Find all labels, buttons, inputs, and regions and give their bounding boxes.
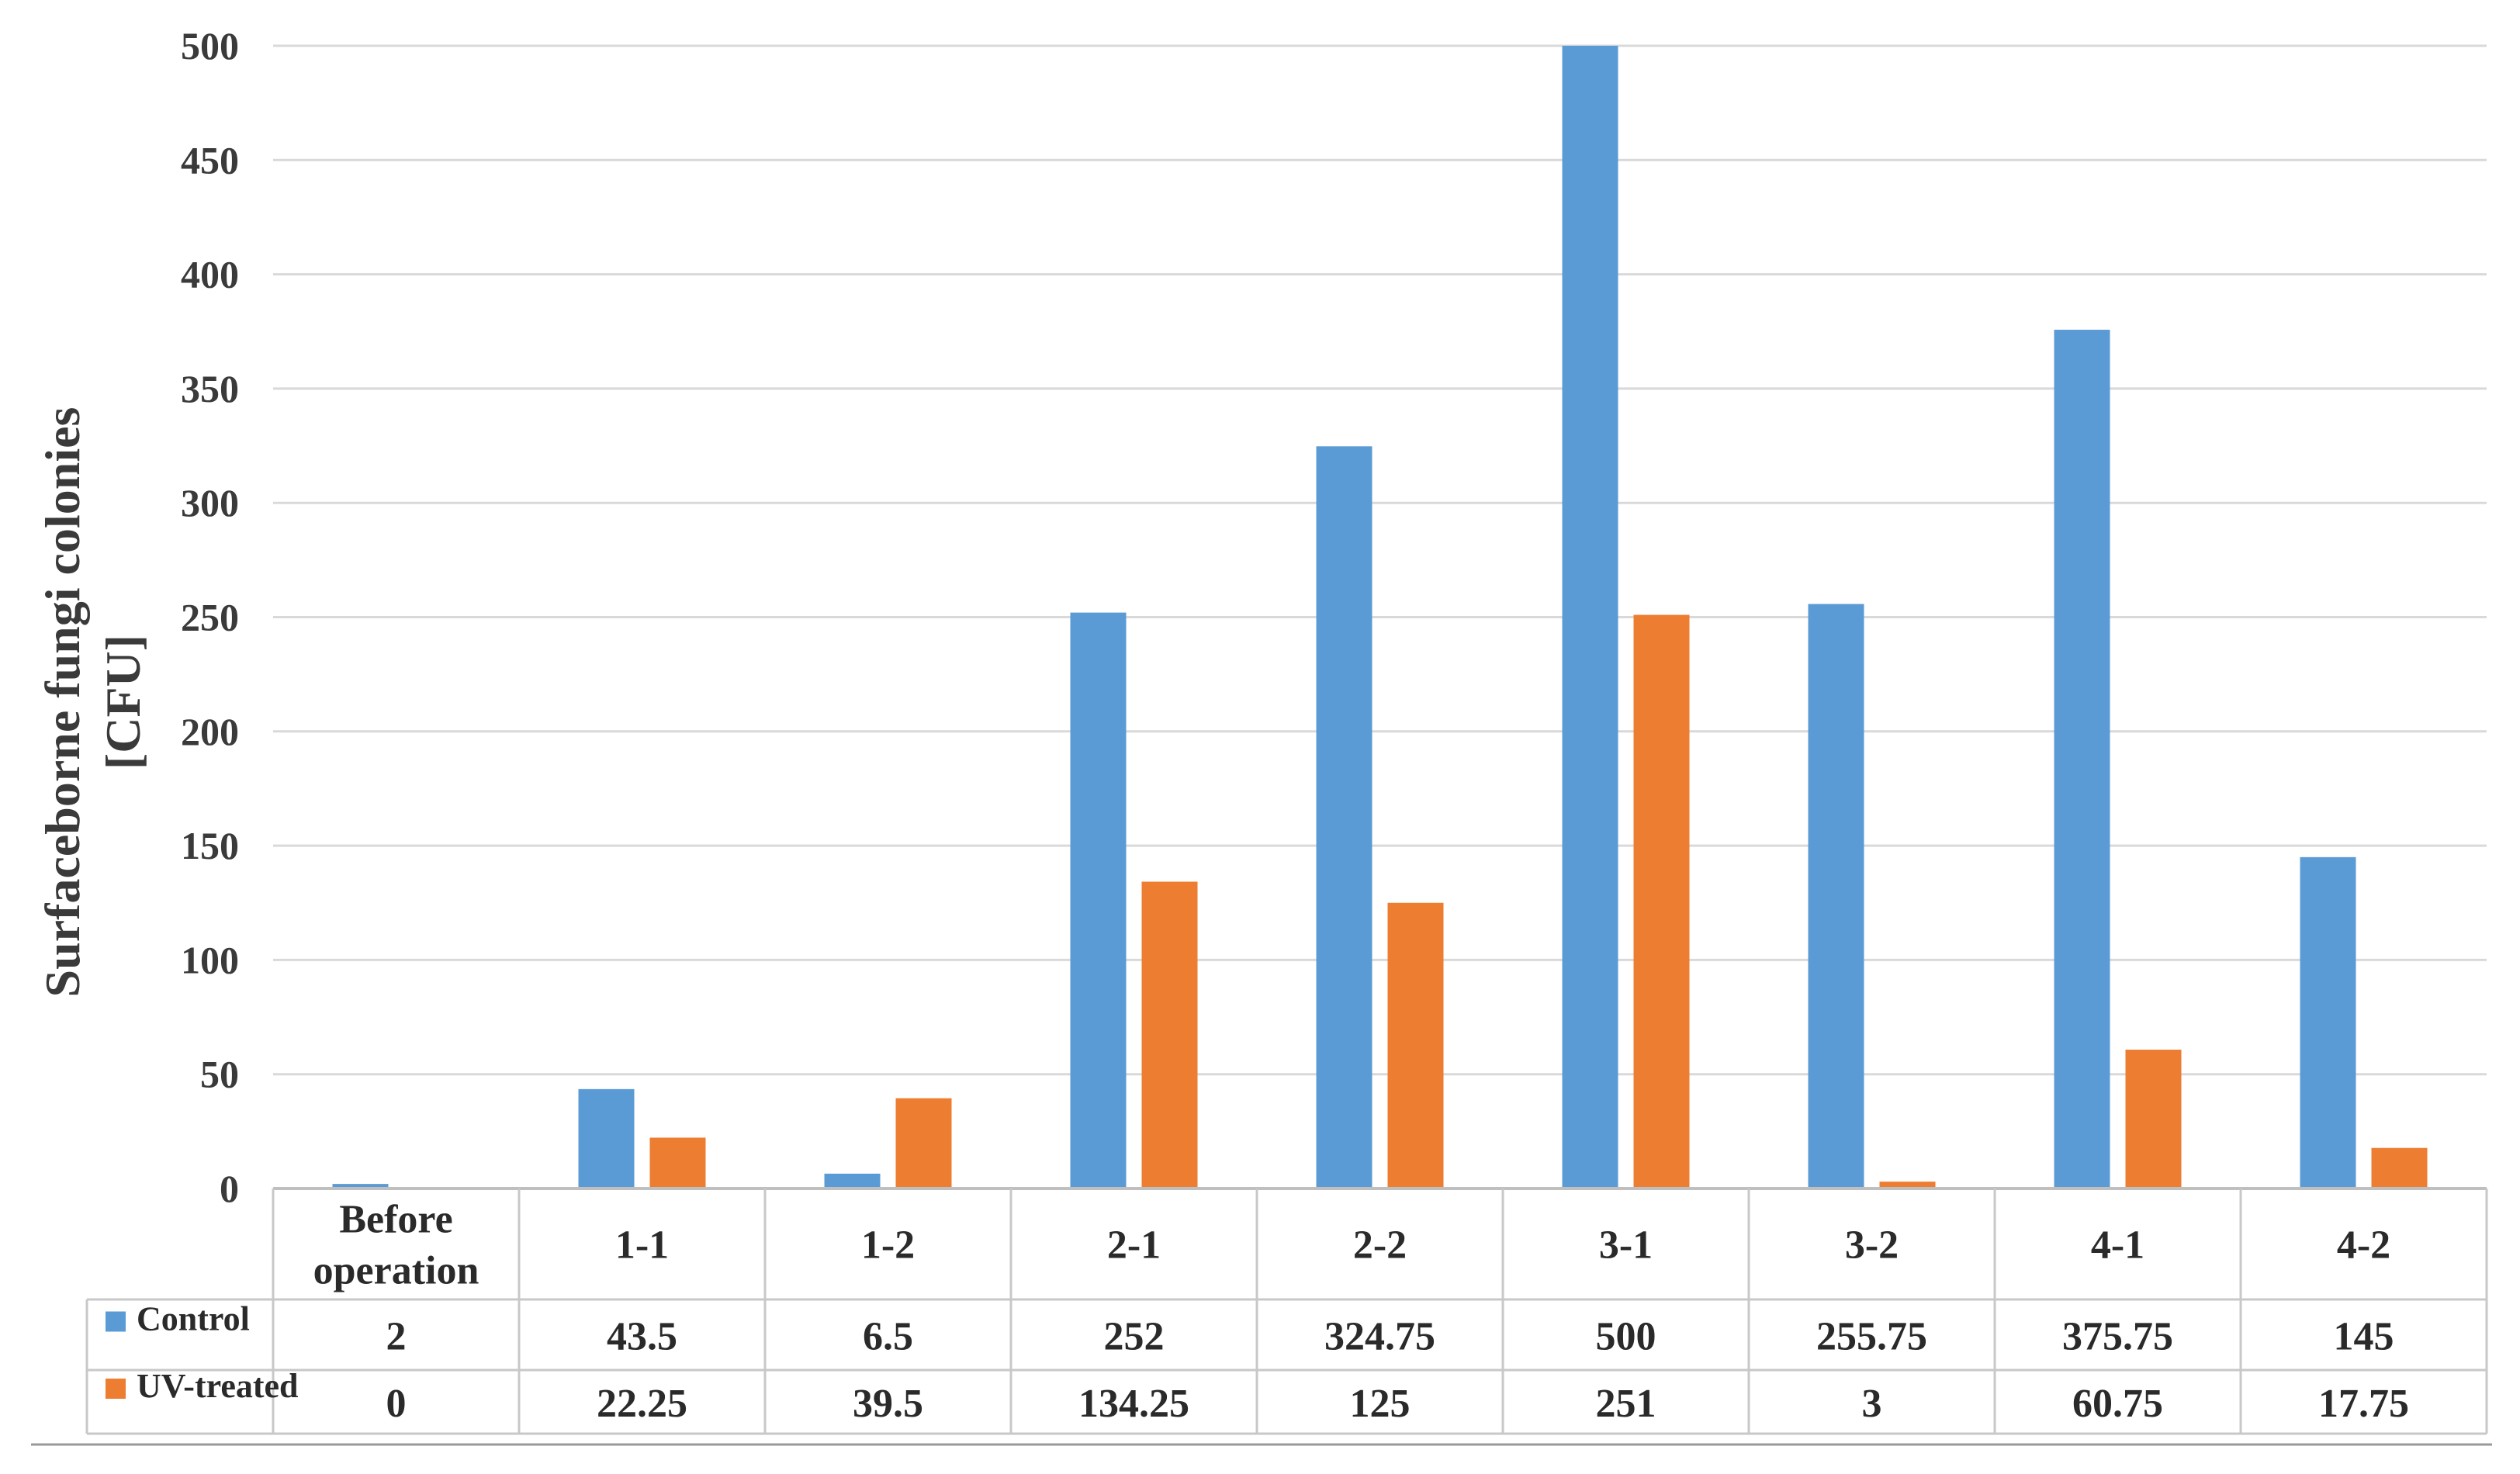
bar-control-6 (1562, 46, 1618, 1189)
table-value-control: 43.5 (607, 1315, 677, 1359)
y-axis-label-unit: [CFU] (95, 635, 151, 770)
bar-control-4 (1070, 612, 1127, 1189)
y-tick-label: 300 (181, 481, 239, 524)
bar-uv-treated-5 (1387, 902, 1444, 1189)
y-tick-label: 500 (181, 24, 239, 67)
bar-control-5 (1316, 446, 1372, 1189)
table-value-control: 6.5 (863, 1315, 913, 1359)
table-value-uv-treated: 60.75 (2072, 1382, 2163, 1426)
y-tick-label: 450 (181, 138, 239, 182)
bar-control-3 (824, 1173, 881, 1189)
y-tick-label: 200 (181, 710, 239, 753)
table-value-uv-treated: 125 (1350, 1382, 1411, 1426)
y-tick-label: 0 (220, 1167, 239, 1210)
gridlines (273, 44, 2487, 1076)
bar-uv-treated-7 (1879, 1182, 1936, 1189)
bar-control-8 (2054, 330, 2110, 1189)
table-value-uv-treated: 17.75 (2318, 1382, 2409, 1426)
bars (273, 46, 2487, 1190)
bar-uv-treated-8 (2125, 1050, 2182, 1189)
table-value-uv-treated: 22.25 (597, 1382, 687, 1426)
table-value-control: 375.75 (2062, 1315, 2173, 1359)
bar-uv-treated-4 (1141, 881, 1198, 1189)
bar-control-7 (1808, 604, 1864, 1189)
legend-label: Control (137, 1300, 250, 1338)
x-category-label: 3-1 (1599, 1223, 1653, 1268)
table-value-uv-treated: 134.25 (1078, 1382, 1189, 1426)
table-value-uv-treated: 39.5 (853, 1382, 923, 1426)
x-category-label: 1-2 (861, 1223, 915, 1268)
table-value-control: 500 (1596, 1315, 1656, 1359)
legend-swatch-uv-treated (106, 1379, 126, 1399)
y-tick-label: 150 (181, 824, 239, 867)
legend-label: UV-treated (137, 1367, 299, 1405)
x-category-label: operation (313, 1249, 479, 1293)
bar-uv-treated-3 (895, 1098, 952, 1189)
legend-swatch-control (106, 1311, 126, 1332)
table-value-uv-treated: 0 (386, 1382, 407, 1426)
y-tick-label: 400 (181, 253, 239, 296)
y-tick-label: 50 (200, 1053, 239, 1096)
y-axis-label: Surfaceborne fungi colonies (35, 407, 90, 998)
x-category-label: 2-1 (1107, 1223, 1161, 1268)
x-category-label: Before (339, 1198, 452, 1242)
y-axis-ticks: 0 50 100 150 200 250 300 350 400 450 500 (181, 24, 239, 1210)
x-category-label: 1-1 (615, 1223, 669, 1268)
table-value-uv-treated: 251 (1596, 1382, 1656, 1426)
table-value-control: 2 (386, 1315, 407, 1359)
table-value-control: 252 (1104, 1315, 1165, 1359)
table-value-uv-treated: 3 (1862, 1382, 1882, 1426)
x-category-label: 4-2 (2337, 1223, 2390, 1268)
bar-control-2 (578, 1088, 635, 1189)
data-table: Before operation 1-1 1-2 2-1 2-2 3-1 3-2 4-1 4-2 C… (31, 1189, 2492, 1446)
bar-uv-treated-9 (2371, 1147, 2428, 1189)
x-category-label: 4-1 (2091, 1223, 2144, 1268)
bar-control-1 (332, 1184, 389, 1189)
table-value-control: 145 (2334, 1315, 2394, 1359)
x-category-label: 3-2 (1845, 1223, 1899, 1268)
y-tick-label: 250 (181, 596, 239, 639)
x-category-label: 2-2 (1353, 1223, 1407, 1268)
bar-uv-treated-6 (1633, 614, 1690, 1189)
y-tick-label: 100 (181, 938, 239, 981)
y-tick-label: 350 (181, 367, 239, 410)
bar-uv-treated-2 (649, 1137, 706, 1189)
bar-control-9 (2300, 856, 2356, 1189)
table-value-control: 255.75 (1816, 1315, 1927, 1359)
table-value-control: 324.75 (1324, 1315, 1435, 1359)
